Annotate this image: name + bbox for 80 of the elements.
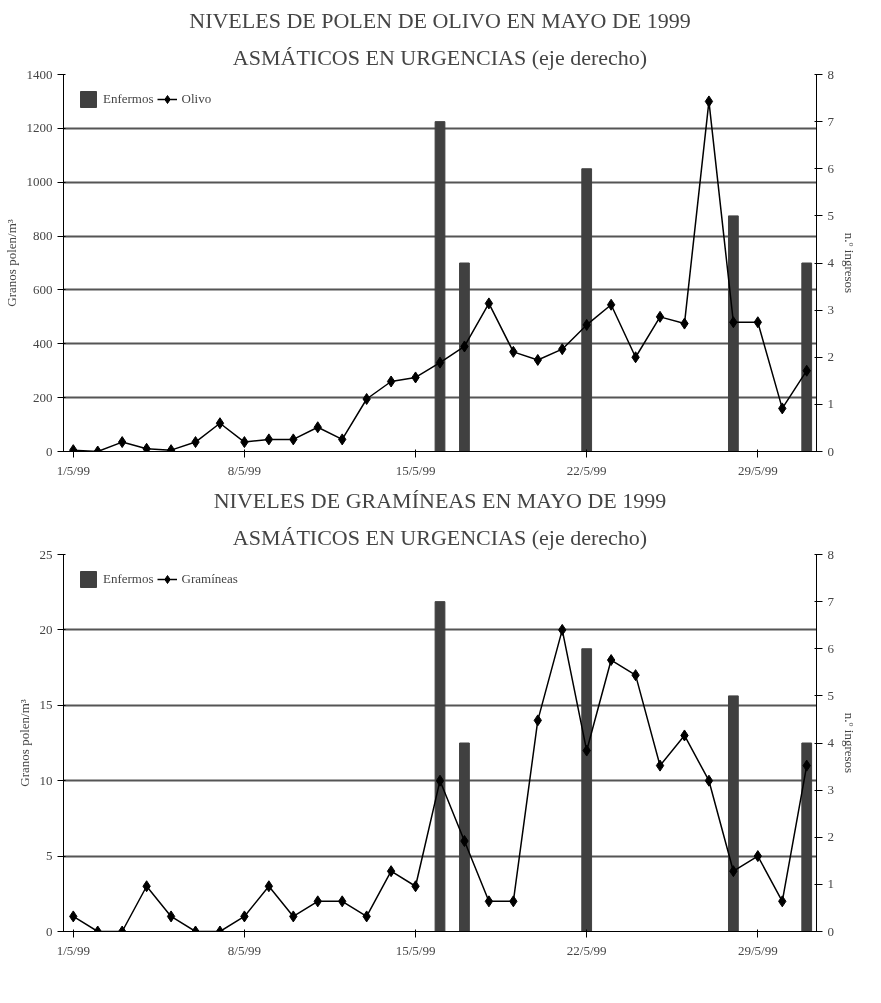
bar xyxy=(801,742,813,932)
y2-tick-label: 1 xyxy=(827,396,834,412)
chart-subtitle: ASMÁTICOS EN URGENCIAS (eje derecho) xyxy=(232,44,648,70)
bar xyxy=(727,695,739,932)
y-tick-label: 10 xyxy=(39,772,53,788)
point xyxy=(484,297,494,310)
y-tick-label: 200 xyxy=(33,389,53,405)
x-tick-label: 29/5/99 xyxy=(737,462,778,478)
legend-label: Gramíneas xyxy=(181,571,238,587)
y2-tick-label: 7 xyxy=(827,113,835,129)
y-tick-label: 5 xyxy=(46,848,53,864)
y-tick-label: 25 xyxy=(39,546,53,562)
point xyxy=(142,442,151,452)
bar xyxy=(459,742,470,932)
x-tick-label: 15/5/99 xyxy=(395,462,436,478)
x-tick-label: 8/5/99 xyxy=(227,942,262,958)
x-tick-label: 1/5/99 xyxy=(56,942,90,958)
bar xyxy=(801,262,813,452)
point xyxy=(655,310,665,323)
y2-tick-label: 5 xyxy=(827,207,834,223)
y-axis-title: Granos polen/m³ xyxy=(3,219,19,307)
bar xyxy=(581,168,593,452)
point xyxy=(435,774,445,787)
chart-title: NIVELES DE GRAMÍNEAS EN MAYO DE 1999 xyxy=(213,487,667,513)
y-tick-label: 400 xyxy=(33,335,53,351)
x-tick-label: 15/5/99 xyxy=(395,942,436,958)
legend-label: Olivo xyxy=(181,91,212,107)
y2-tick-label: 6 xyxy=(827,640,835,656)
bar xyxy=(459,262,470,452)
point xyxy=(655,759,665,772)
point xyxy=(606,298,616,311)
bar xyxy=(434,601,446,932)
x-tick-label: 29/5/99 xyxy=(737,942,778,958)
y2-axis-title: n.º ingresos xyxy=(842,712,857,774)
chart-title: NIVELES DE POLEN DE OLIVO EN MAYO DE 1999 xyxy=(189,7,691,33)
bar xyxy=(581,648,593,932)
point xyxy=(215,417,225,430)
y-tick-label: 15 xyxy=(39,697,53,713)
y2-tick-label: 3 xyxy=(827,302,834,318)
y-tick-label: 800 xyxy=(33,228,53,244)
y2-axis-title: n.º ingresos xyxy=(842,232,857,294)
chart-subtitle: ASMÁTICOS EN URGENCIAS (eje derecho) xyxy=(232,524,648,550)
legend-label: Enfermos xyxy=(103,571,154,587)
y2-tick-label: 6 xyxy=(827,160,835,176)
y2-tick-label: 4 xyxy=(827,735,835,750)
y2-tick-label: 2 xyxy=(827,349,834,365)
y-tick-label: 20 xyxy=(39,621,53,637)
y2-tick-label: 2 xyxy=(827,829,834,845)
point xyxy=(264,880,274,893)
x-tick-label: 22/5/99 xyxy=(566,942,607,958)
legend-label: Enfermos xyxy=(103,91,154,107)
point xyxy=(386,865,396,878)
point xyxy=(484,895,494,908)
y-tick-label: 0 xyxy=(46,923,53,939)
y2-tick-label: 7 xyxy=(827,593,835,609)
y2-tick-label: 0 xyxy=(827,443,834,459)
y-tick-label: 1200 xyxy=(26,120,53,136)
y2-tick-label: 8 xyxy=(827,66,834,82)
y-axis-title: Granos polen/m³ xyxy=(16,699,32,787)
x-tick-label: 8/5/99 xyxy=(227,462,262,478)
point xyxy=(386,375,396,388)
y-tick-label: 1000 xyxy=(26,174,53,190)
y2-tick-label: 4 xyxy=(827,255,835,270)
point xyxy=(166,910,176,923)
point xyxy=(704,774,714,787)
y-tick-label: 1400 xyxy=(26,66,53,82)
bar xyxy=(434,121,446,452)
y2-tick-label: 0 xyxy=(827,923,834,939)
y2-tick-label: 5 xyxy=(827,687,834,703)
y2-tick-label: 3 xyxy=(827,782,834,798)
point xyxy=(264,433,274,446)
y2-tick-label: 8 xyxy=(827,546,834,562)
y2-tick-label: 1 xyxy=(827,876,834,892)
point xyxy=(435,356,445,369)
y-tick-label: 0 xyxy=(46,443,53,459)
y-tick-label: 600 xyxy=(33,281,53,297)
point xyxy=(606,654,616,667)
x-tick-label: 22/5/99 xyxy=(566,462,607,478)
bar xyxy=(727,215,739,452)
x-tick-label: 1/5/99 xyxy=(56,462,90,478)
